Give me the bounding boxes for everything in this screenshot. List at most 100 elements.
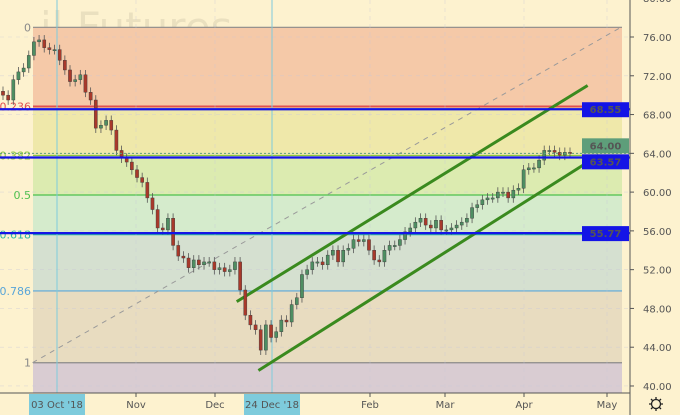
price-axis[interactable]: 40.00 44.00 48.00 52.00 56.00 60.00 64.00 68.00… bbox=[630, 0, 672, 393]
candle-body bbox=[315, 261, 320, 264]
candle bbox=[506, 187, 510, 203]
candle-body bbox=[423, 218, 428, 226]
candle-body bbox=[124, 157, 129, 163]
candle bbox=[403, 227, 407, 245]
fib-level-label: 0.618 bbox=[0, 229, 31, 242]
candle-body bbox=[16, 71, 21, 80]
level-price-label: 68.55 bbox=[590, 105, 622, 116]
candle bbox=[439, 215, 443, 235]
candle-body bbox=[11, 79, 16, 101]
candle-body bbox=[331, 250, 335, 256]
date-marker-badge bbox=[29, 394, 85, 415]
time-tick-label: Nov bbox=[126, 400, 146, 411]
candle bbox=[470, 202, 474, 224]
fib-zone-0 bbox=[33, 27, 622, 107]
candle bbox=[372, 245, 376, 265]
candle-body bbox=[413, 221, 418, 229]
candle-body bbox=[325, 254, 330, 266]
candle-body bbox=[454, 224, 459, 229]
candle bbox=[274, 326, 278, 343]
candle bbox=[398, 234, 402, 251]
candle-body bbox=[496, 191, 500, 199]
trendline-channel-lower[interactable] bbox=[257, 153, 600, 372]
candle bbox=[485, 193, 490, 205]
candle-body bbox=[93, 99, 98, 129]
candle bbox=[78, 69, 83, 85]
candle-body bbox=[186, 257, 191, 268]
candle-body bbox=[552, 150, 557, 153]
price-tick-label: 80.00 bbox=[643, 0, 672, 5]
settings-button[interactable] bbox=[649, 397, 663, 411]
candle-body bbox=[145, 182, 150, 199]
candle-body bbox=[398, 239, 402, 246]
candle bbox=[186, 253, 191, 273]
horizontal-levels[interactable] bbox=[0, 108, 630, 235]
candle bbox=[109, 115, 114, 135]
last-price-badge bbox=[582, 138, 629, 154]
candle-body bbox=[289, 304, 294, 323]
candle-body bbox=[68, 69, 72, 82]
gear-icon bbox=[649, 397, 663, 411]
candle bbox=[269, 320, 273, 343]
date-marker-label: 24 Dec '18 bbox=[245, 400, 299, 411]
candle bbox=[32, 37, 36, 61]
candle bbox=[145, 177, 150, 203]
grid bbox=[0, 0, 630, 393]
candle-body bbox=[521, 169, 526, 189]
candle-body bbox=[135, 169, 139, 178]
candle-body bbox=[465, 218, 469, 223]
candle-body bbox=[222, 267, 227, 272]
candle bbox=[351, 234, 356, 254]
candle-body bbox=[78, 74, 83, 80]
candle-body bbox=[542, 150, 547, 161]
candle bbox=[526, 163, 531, 175]
candle-body bbox=[475, 204, 480, 208]
candle-body bbox=[63, 60, 67, 71]
candle bbox=[202, 257, 206, 270]
candle-body bbox=[1, 91, 5, 96]
candle bbox=[243, 285, 248, 321]
candle bbox=[413, 217, 418, 233]
candle-body bbox=[346, 248, 351, 251]
candle bbox=[83, 69, 88, 98]
candle-body bbox=[279, 319, 284, 332]
candle bbox=[279, 315, 284, 337]
candle bbox=[434, 215, 438, 233]
time-axis[interactable]: Nov Dec Feb Mar Apr May 03 Oct '18 24 Dec '18 bbox=[29, 393, 617, 415]
candle bbox=[289, 299, 294, 327]
candle bbox=[248, 310, 253, 330]
candle bbox=[423, 213, 428, 230]
drawings[interactable] bbox=[32, 26, 622, 372]
time-tick-label: Dec bbox=[205, 400, 224, 411]
level-price-label: 63.57 bbox=[590, 157, 622, 168]
candle bbox=[418, 213, 423, 228]
candle-body bbox=[166, 218, 170, 231]
candle bbox=[346, 243, 351, 256]
date-marker-badge bbox=[244, 394, 300, 415]
candle-body bbox=[202, 261, 206, 266]
price-tick-label: 44.00 bbox=[643, 343, 672, 354]
candle-body bbox=[537, 159, 541, 169]
last-price-label: 64.00 bbox=[590, 141, 622, 152]
candle-body bbox=[284, 319, 289, 323]
price-labels: 64.00 68.55 63.57 55.77 bbox=[582, 102, 629, 242]
candle-body bbox=[181, 255, 186, 259]
candle bbox=[166, 213, 170, 235]
candle-body bbox=[109, 120, 114, 131]
candle bbox=[181, 251, 186, 263]
candle-body bbox=[429, 224, 433, 229]
candle bbox=[331, 245, 335, 260]
candle bbox=[171, 213, 175, 251]
candle-body bbox=[264, 324, 268, 351]
trendline-fib-trend[interactable] bbox=[32, 26, 622, 364]
price-tick-label: 72.00 bbox=[643, 72, 672, 83]
candle bbox=[362, 234, 366, 247]
candle-body bbox=[459, 221, 464, 226]
trendline-channel-upper[interactable] bbox=[235, 84, 589, 303]
candle bbox=[305, 264, 309, 280]
candle bbox=[320, 257, 325, 270]
fib-zone-0.5 bbox=[33, 195, 622, 235]
candle-body bbox=[243, 289, 248, 316]
level-price-badge bbox=[582, 154, 629, 170]
